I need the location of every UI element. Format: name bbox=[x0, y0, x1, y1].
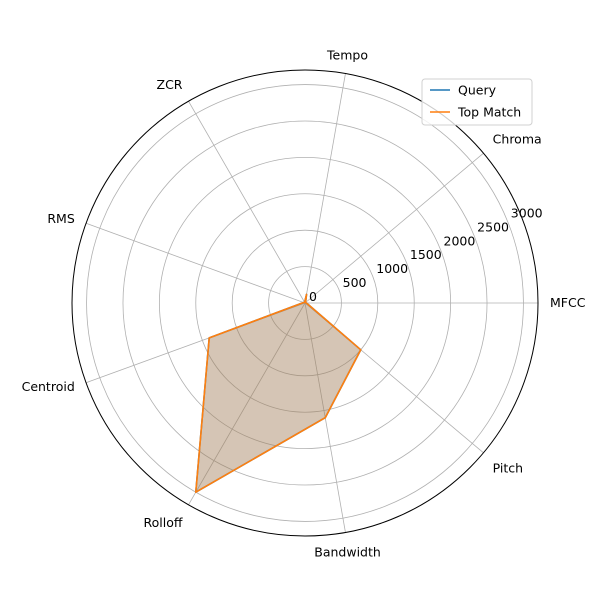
grid-layer bbox=[71, 69, 539, 537]
category-label-rms: RMS bbox=[47, 211, 74, 226]
spoke-chroma bbox=[304, 152, 484, 304]
category-label-pitch: Pitch bbox=[493, 460, 523, 475]
category-label-tempo: Tempo bbox=[326, 48, 368, 63]
category-label-chroma: Chroma bbox=[493, 132, 542, 147]
spoke-zcr bbox=[188, 101, 306, 304]
series-fill-1 bbox=[195, 294, 361, 493]
category-label-bandwidth: Bandwidth bbox=[314, 544, 381, 559]
spoke-rolloff bbox=[188, 302, 306, 505]
series-fill-0 bbox=[195, 294, 361, 493]
legend-label-query: Query bbox=[458, 83, 497, 98]
category-label-rolloff: Rolloff bbox=[144, 515, 183, 530]
series-layer bbox=[194, 293, 362, 493]
series-line-1 bbox=[194, 293, 362, 493]
r-tick-label: 500 bbox=[343, 275, 367, 290]
category-label-mfcc: MFCC bbox=[550, 295, 586, 310]
spoke-rms bbox=[85, 222, 306, 304]
r-tick-label: 1500 bbox=[410, 247, 442, 262]
r-tick-label: 2500 bbox=[477, 219, 509, 234]
spoke-tempo bbox=[304, 73, 346, 304]
legend: Query Top Match bbox=[421, 78, 533, 126]
r-tick-label: 3000 bbox=[511, 205, 543, 220]
category-label-centroid: Centroid bbox=[22, 379, 75, 394]
r-tick-label: 0 bbox=[309, 289, 317, 304]
r-tick-label: 2000 bbox=[444, 233, 476, 248]
legend-label-top-match: Top Match bbox=[457, 105, 521, 120]
r-tick-label: 1000 bbox=[376, 261, 408, 276]
outer-circle bbox=[71, 69, 539, 537]
category-label-zcr: ZCR bbox=[157, 77, 183, 92]
